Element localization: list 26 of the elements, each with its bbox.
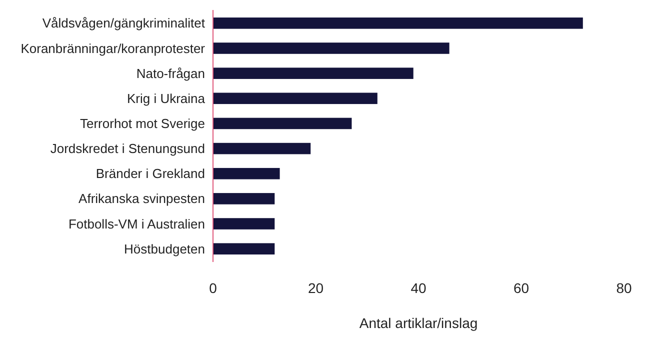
y-tick-label: Afrikanska svinpesten <box>78 191 205 206</box>
bar <box>213 92 378 104</box>
y-tick-label: Våldsvågen/gängkriminalitet <box>42 16 206 31</box>
bar <box>213 18 583 29</box>
y-tick-label: Terrorhot mot Sverige <box>80 116 205 132</box>
bar <box>213 218 275 230</box>
x-tick-label: 80 <box>616 280 632 296</box>
x-tick-label: 20 <box>308 280 324 296</box>
y-tick-label: Koranbränningar/koranprotester <box>20 40 206 56</box>
bar <box>213 168 280 180</box>
bar <box>213 142 311 154</box>
y-tick-label: Bränder i Grekland <box>96 166 205 182</box>
bar <box>213 42 450 54</box>
y-tick-label: Fotbolls-VM i Australien <box>68 216 205 232</box>
x-axis-title: Antal artiklar/inslag <box>359 315 478 331</box>
x-tick-label: 60 <box>513 280 530 296</box>
bar <box>213 193 275 204</box>
y-tick-label: Jordskredet i Stenungsund <box>50 141 205 156</box>
bar <box>213 243 275 254</box>
x-tick-label: 40 <box>410 280 426 296</box>
y-tick-label: Höstbudgeten <box>124 241 205 256</box>
y-tick-label: Krig i Ukraina <box>126 90 206 106</box>
y-tick-label: Nato-frågan <box>136 66 205 81</box>
bar <box>213 68 414 79</box>
x-tick-label: 0 <box>209 280 218 296</box>
bar <box>213 118 352 130</box>
